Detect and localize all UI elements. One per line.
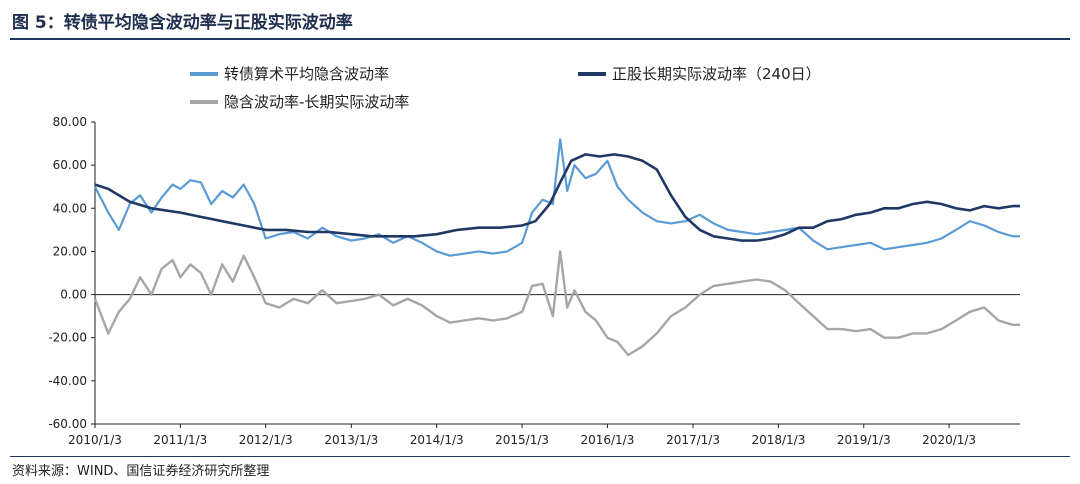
x-tick-label: 2010/1/3 bbox=[68, 433, 122, 447]
legend-label: 正股长期实际波动率（240日） bbox=[612, 65, 821, 83]
title-bar: 图 5：转债平均隐含波动率与正股实际波动率 bbox=[0, 0, 1080, 40]
x-tick-label: 2020/1/3 bbox=[922, 433, 976, 447]
y-tick-label: 60.00 bbox=[53, 158, 87, 172]
source-note: 资料来源：WIND、国信证券经济研究所整理 bbox=[12, 464, 270, 479]
legend: 转债算术平均隐含波动率 正股长期实际波动率（240日） 隐含波动率-长期实际波动率 bbox=[190, 65, 821, 111]
series-layer bbox=[93, 138, 1020, 357]
x-tick-label: 2012/1/3 bbox=[239, 433, 293, 447]
source-divider bbox=[10, 456, 1070, 457]
y-tick-label: -20.00 bbox=[48, 331, 87, 345]
y-axis: 80.00 60.00 40.00 20.00 0.00 -20.00 -40.00 -60.… bbox=[48, 115, 96, 431]
x-tick-label: 2018/1/3 bbox=[751, 433, 805, 447]
x-tick-label: 2016/1/3 bbox=[580, 433, 634, 447]
x-tick-label: 2013/1/3 bbox=[324, 433, 378, 447]
x-tick-label: 2011/1/3 bbox=[153, 433, 207, 447]
y-tick-label: 20.00 bbox=[53, 244, 87, 258]
legend-label: 隐含波动率-长期实际波动率 bbox=[224, 93, 409, 111]
implied-volatility-line bbox=[94, 138, 1020, 257]
x-axis: 2010/1/3 2011/1/3 2012/1/3 2013/1/3 2014/1/3… bbox=[68, 294, 1020, 447]
x-tick-label: 2014/1/3 bbox=[410, 433, 464, 447]
volatility-spread-line bbox=[93, 250, 1020, 357]
y-tick-label: 80.00 bbox=[53, 115, 87, 129]
legend-label: 转债算术平均隐含波动率 bbox=[224, 65, 389, 83]
x-tick-label: 2019/1/3 bbox=[837, 433, 891, 447]
x-tick-label: 2015/1/3 bbox=[495, 433, 549, 447]
y-tick-label: 0.00 bbox=[60, 288, 87, 302]
y-tick-label: -40.00 bbox=[48, 374, 87, 388]
realized-volatility-line bbox=[94, 153, 1020, 242]
x-tick-label: 2017/1/3 bbox=[666, 433, 720, 447]
y-tick-label: -60.00 bbox=[48, 417, 87, 431]
y-tick-label: 40.00 bbox=[53, 201, 87, 215]
figure-title: 图 5：转债平均隐含波动率与正股实际波动率 bbox=[12, 13, 353, 33]
title-divider bbox=[10, 38, 1070, 40]
